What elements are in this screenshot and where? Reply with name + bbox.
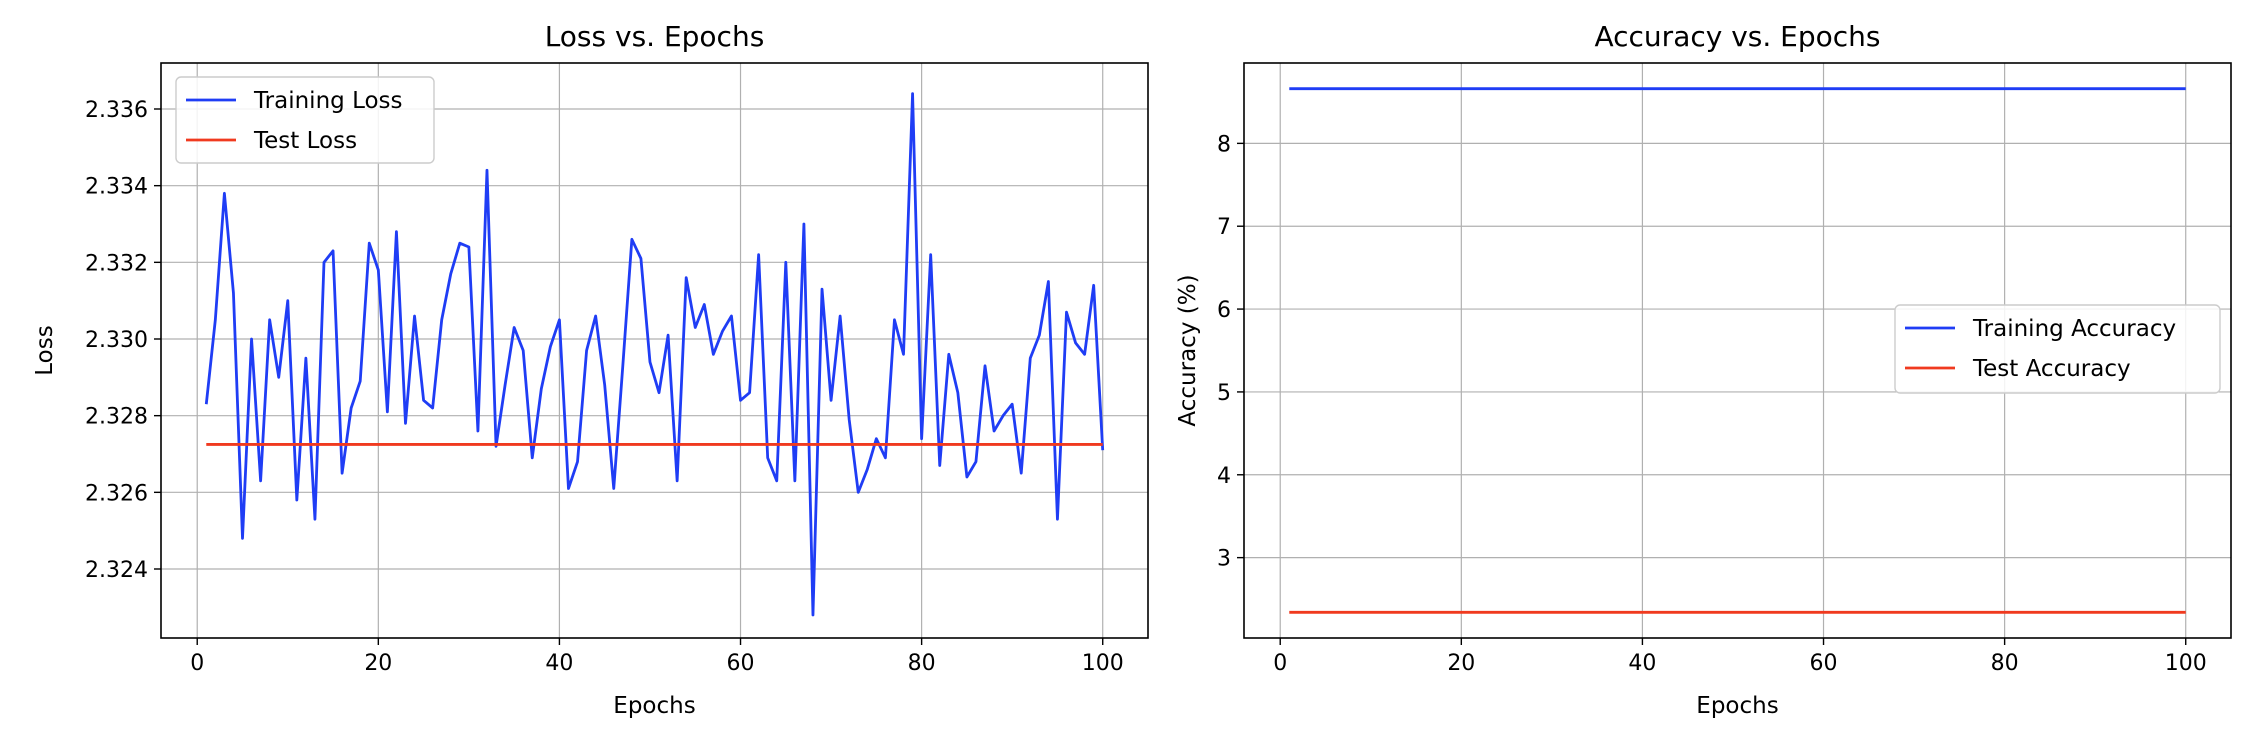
y-tick-label: 7 [1217, 215, 1231, 240]
x-tick-label: 20 [1447, 651, 1475, 676]
legend-label-test-accuracy: Test Accuracy [1972, 356, 2131, 382]
x-tick-label: 60 [727, 651, 755, 676]
legend-box [175, 76, 435, 164]
plot-frame [1243, 62, 2232, 639]
chart-title: Accuracy vs. Epochs [1594, 20, 1880, 53]
chart-title: Loss vs. Epochs [545, 20, 765, 53]
legend-box [1894, 304, 2221, 394]
y-tick-label: 2.332 [85, 251, 148, 276]
y-tick-label: 8 [1217, 132, 1231, 157]
plot-frame [160, 62, 1149, 639]
x-axis-label: Epochs [613, 693, 695, 719]
x-tick-label: 0 [190, 651, 204, 676]
y-axis-label: Loss [32, 325, 58, 375]
y-tick-label: 2.334 [85, 175, 148, 200]
x-tick-label: 20 [364, 651, 392, 676]
y-axis-label: Accuracy (%) [1175, 274, 1201, 426]
legend: Training Accuracy Test Accuracy [1894, 304, 2221, 394]
x-tick-label: 100 [2165, 651, 2207, 676]
chart-accuracy: 0 20 40 60 80 100 3 4 5 6 7 8 Accuracy vs. Epochs Epo… [1175, 20, 2232, 719]
x-tick-label: 0 [1273, 651, 1287, 676]
legend-label-training-accuracy: Training Accuracy [1972, 316, 2176, 342]
x-tick-label: 60 [1810, 651, 1838, 676]
y-tick-label: 2.328 [85, 405, 148, 430]
x-tick-label: 40 [1628, 651, 1656, 676]
y-tick-label: 3 [1217, 547, 1231, 572]
x-axis-label: Epochs [1696, 693, 1778, 719]
x-tick-label: 80 [908, 651, 936, 676]
chart-loss: 0 20 40 60 80 100 2.324 2.326 2.328 2.330 2.332 2.3… [32, 20, 1149, 719]
x-tick-label: 100 [1082, 651, 1124, 676]
y-tick-label: 5 [1217, 381, 1231, 406]
legend-label-training-loss: Training Loss [253, 88, 403, 114]
y-tick-label: 2.326 [85, 481, 148, 506]
y-tick-label: 2.330 [85, 328, 148, 353]
series-line-training-loss [204, 92, 1105, 617]
legend-label-test-loss: Test Loss [253, 128, 357, 154]
y-tick-label: 6 [1217, 298, 1231, 323]
y-tick-label: 4 [1217, 464, 1231, 489]
legend: Training Loss Test Loss [175, 76, 435, 164]
y-tick-label: 2.324 [85, 558, 148, 583]
y-tick-label: 2.336 [85, 98, 148, 123]
x-tick-label: 80 [1991, 651, 2019, 676]
x-tick-label: 40 [545, 651, 573, 676]
